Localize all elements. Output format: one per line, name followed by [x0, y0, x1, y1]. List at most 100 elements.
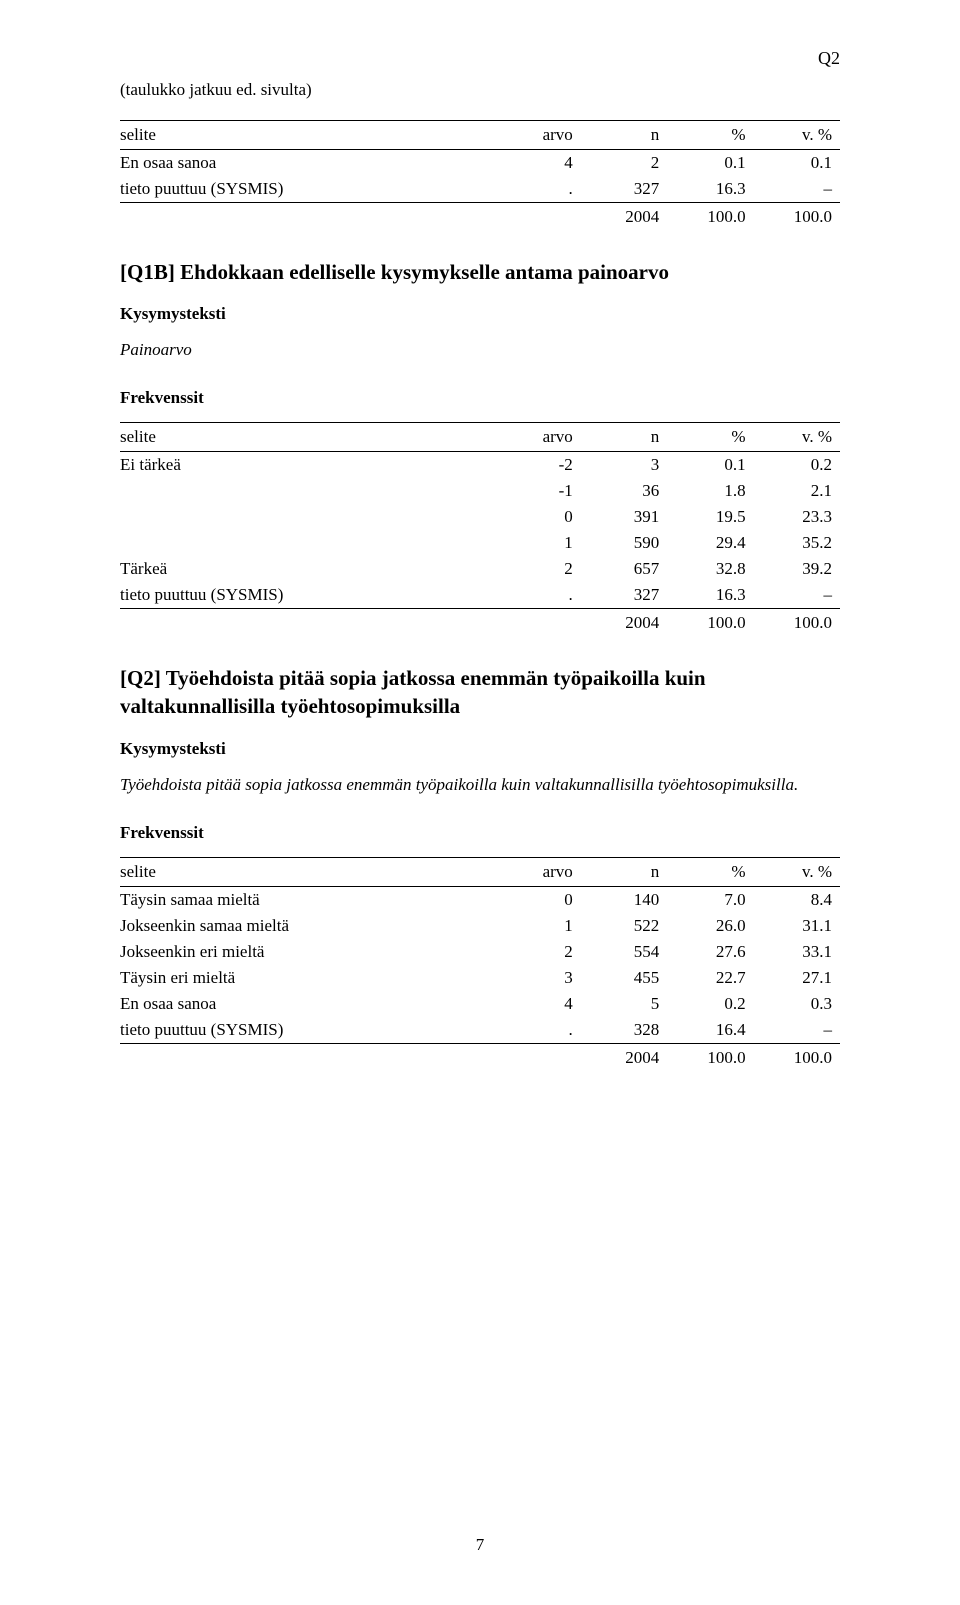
cell-n: 3: [581, 452, 667, 479]
table-row: Täysin samaa mieltä 0 140 7.0 8.4: [120, 886, 840, 913]
cell-label: Täysin eri mieltä: [120, 965, 494, 991]
kysymysteksti-body: Työehdoista pitää sopia jatkossa enemmän…: [120, 773, 840, 797]
cell-vpct: 39.2: [754, 556, 840, 582]
freq-table-q2: selite arvo n % v. % Täysin samaa mieltä…: [120, 857, 840, 1071]
table-row: Täysin eri mieltä 3 455 22.7 27.1: [120, 965, 840, 991]
cell-arvo: [494, 609, 580, 637]
cell-vpct: –: [754, 582, 840, 609]
table-header-row: selite arvo n % v. %: [120, 857, 840, 886]
cell-pct: 100.0: [667, 609, 753, 637]
table-totals: 2004 100.0 100.0: [120, 1043, 840, 1071]
freq-table-q1b: selite arvo n % v. % Ei tärkeä -2 3 0.1 …: [120, 422, 840, 636]
cell-n: 522: [581, 913, 667, 939]
cell-label: En osaa sanoa: [120, 150, 494, 177]
cell-pct: 16.4: [667, 1017, 753, 1044]
cell-pct: 29.4: [667, 530, 753, 556]
cell-vpct: 0.3: [754, 991, 840, 1017]
cell-arvo: [494, 1043, 580, 1071]
cell-pct: 100.0: [667, 203, 753, 231]
col-n: n: [581, 121, 667, 150]
cell-label: [120, 1043, 494, 1071]
frekvenssit-label: Frekvenssit: [120, 823, 840, 843]
cell-label: [120, 530, 494, 556]
col-pct: %: [667, 857, 753, 886]
cell-vpct: –: [754, 176, 840, 203]
cell-arvo: .: [494, 1017, 580, 1044]
table-row: tieto puuttuu (SYSMIS) . 327 16.3 –: [120, 582, 840, 609]
cell-arvo: 4: [494, 991, 580, 1017]
cell-n: 590: [581, 530, 667, 556]
cell-n: 36: [581, 478, 667, 504]
cell-label: [120, 504, 494, 530]
cell-pct: 16.3: [667, 582, 753, 609]
cell-vpct: 31.1: [754, 913, 840, 939]
table-row: 0 391 19.5 23.3: [120, 504, 840, 530]
col-pct: %: [667, 423, 753, 452]
table-row: Jokseenkin samaa mieltä 1 522 26.0 31.1: [120, 913, 840, 939]
col-vpct: v. %: [754, 423, 840, 452]
cell-pct: 26.0: [667, 913, 753, 939]
table-row: En osaa sanoa 4 5 0.2 0.3: [120, 991, 840, 1017]
cell-pct: 27.6: [667, 939, 753, 965]
cell-n: 2004: [581, 1043, 667, 1071]
cell-vpct: 33.1: [754, 939, 840, 965]
table-row: Jokseenkin eri mieltä 2 554 27.6 33.1: [120, 939, 840, 965]
col-selite: selite: [120, 121, 494, 150]
table-row: tieto puuttuu (SYSMIS) . 328 16.4 –: [120, 1017, 840, 1044]
cell-arvo: 1: [494, 530, 580, 556]
cell-arvo: 2: [494, 556, 580, 582]
cell-label: tieto puuttuu (SYSMIS): [120, 582, 494, 609]
cell-label: [120, 609, 494, 637]
cell-n: 328: [581, 1017, 667, 1044]
q1b-title: [Q1B] Ehdokkaan edelliselle kysymykselle…: [120, 258, 840, 286]
continued-note: (taulukko jatkuu ed. sivulta): [120, 80, 840, 100]
kysymysteksti-body: Painoarvo: [120, 338, 840, 362]
cell-n: 140: [581, 886, 667, 913]
col-arvo: arvo: [494, 423, 580, 452]
cell-pct: 0.1: [667, 150, 753, 177]
kysymysteksti-label: Kysymysteksti: [120, 739, 840, 759]
cell-vpct: 27.1: [754, 965, 840, 991]
cell-arvo: .: [494, 582, 580, 609]
cell-vpct: 2.1: [754, 478, 840, 504]
cell-label: tieto puuttuu (SYSMIS): [120, 1017, 494, 1044]
freq-table-continued: selite arvo n % v. % En osaa sanoa 4 2 0…: [120, 120, 840, 230]
cell-n: 657: [581, 556, 667, 582]
table-row: 1 590 29.4 35.2: [120, 530, 840, 556]
cell-n: 554: [581, 939, 667, 965]
cell-pct: 32.8: [667, 556, 753, 582]
cell-pct: 16.3: [667, 176, 753, 203]
cell-pct: 0.2: [667, 991, 753, 1017]
cell-label: tieto puuttuu (SYSMIS): [120, 176, 494, 203]
frekvenssit-label: Frekvenssit: [120, 388, 840, 408]
kysymysteksti-label: Kysymysteksti: [120, 304, 840, 324]
table-row: Tärkeä 2 657 32.8 39.2: [120, 556, 840, 582]
col-pct: %: [667, 121, 753, 150]
col-n: n: [581, 423, 667, 452]
cell-n: 327: [581, 176, 667, 203]
cell-arvo: [494, 203, 580, 231]
q2-title: [Q2] Työehdoista pitää sopia jatkossa en…: [120, 664, 840, 721]
col-vpct: v. %: [754, 121, 840, 150]
cell-arvo: 1: [494, 913, 580, 939]
cell-vpct: 100.0: [754, 609, 840, 637]
cell-label: Tärkeä: [120, 556, 494, 582]
cell-pct: 0.1: [667, 452, 753, 479]
cell-arvo: .: [494, 176, 580, 203]
cell-arvo: 0: [494, 886, 580, 913]
cell-vpct: 0.1: [754, 150, 840, 177]
cell-vpct: 100.0: [754, 1043, 840, 1071]
cell-arvo: 3: [494, 965, 580, 991]
cell-label: Jokseenkin samaa mieltä: [120, 913, 494, 939]
cell-arvo: -2: [494, 452, 580, 479]
cell-arvo: -1: [494, 478, 580, 504]
cell-pct: 22.7: [667, 965, 753, 991]
col-vpct: v. %: [754, 857, 840, 886]
cell-vpct: 23.3: [754, 504, 840, 530]
col-arvo: arvo: [494, 857, 580, 886]
table-header-row: selite arvo n % v. %: [120, 423, 840, 452]
table-row: Ei tärkeä -2 3 0.1 0.2: [120, 452, 840, 479]
table-totals: 2004 100.0 100.0: [120, 609, 840, 637]
cell-label: En osaa sanoa: [120, 991, 494, 1017]
table-row: tieto puuttuu (SYSMIS) . 327 16.3 –: [120, 176, 840, 203]
